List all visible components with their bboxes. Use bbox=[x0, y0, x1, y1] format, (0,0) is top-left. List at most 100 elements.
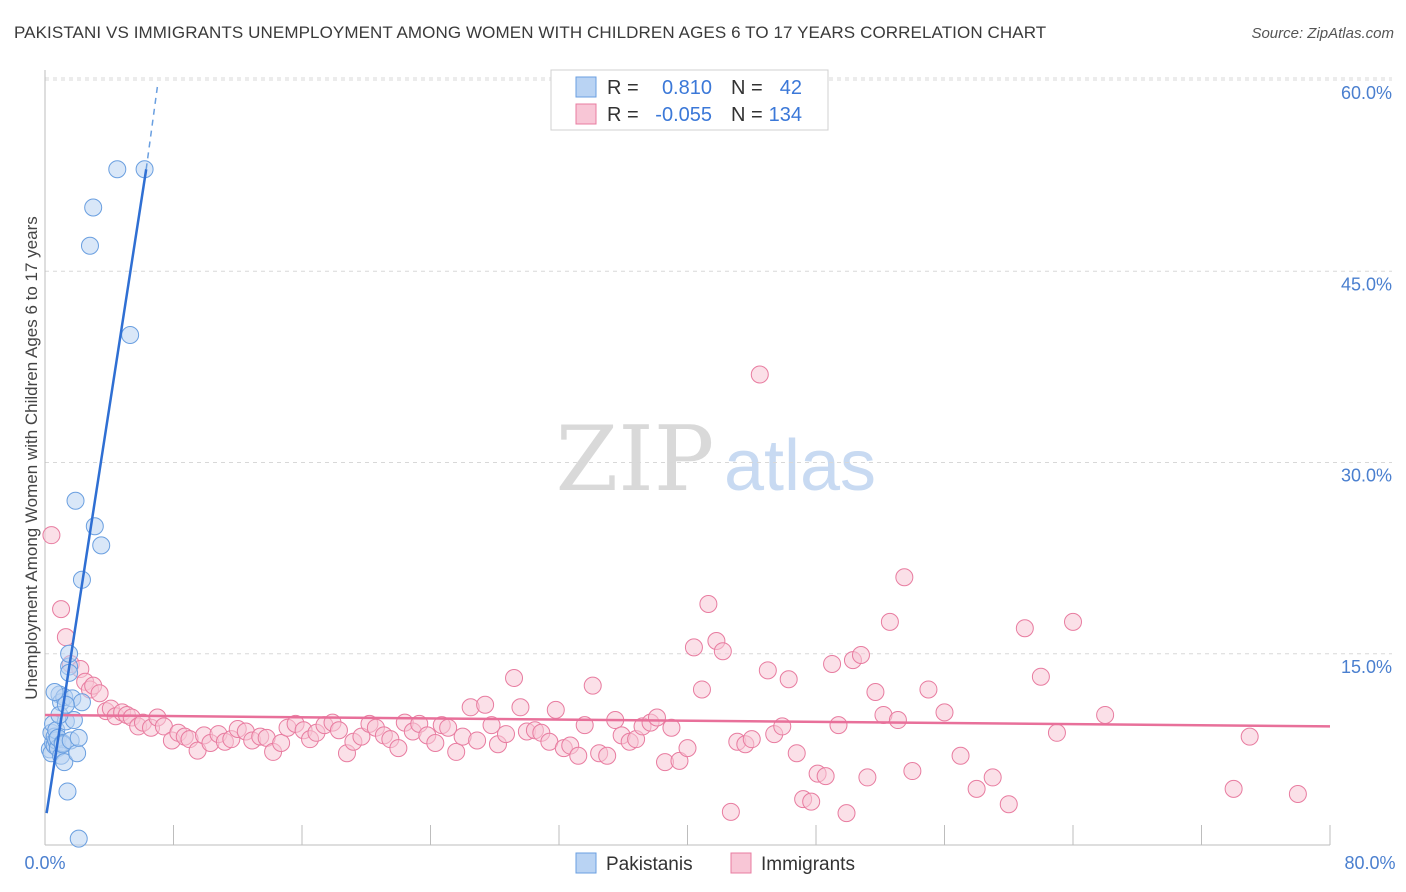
pakistanis-point bbox=[69, 728, 88, 747]
immigrants-point bbox=[272, 734, 291, 752]
x-tick-label-min: 0.0% bbox=[24, 853, 65, 873]
immigrants-point bbox=[569, 746, 588, 765]
immigrants-point bbox=[389, 739, 408, 758]
immigrants-point bbox=[598, 746, 617, 765]
immigrants-point bbox=[678, 739, 697, 758]
pakistanis-point bbox=[80, 236, 99, 255]
immigrants-point bbox=[858, 768, 877, 787]
y-tick-label: 45.0% bbox=[1341, 274, 1392, 294]
immigrants-point bbox=[699, 595, 718, 614]
bottom-legend-swatch-pakistanis bbox=[575, 852, 597, 874]
immigrants-point bbox=[935, 703, 954, 722]
immigrants-point bbox=[684, 638, 703, 657]
immigrants-point bbox=[1240, 727, 1259, 746]
pakistanis-points bbox=[40, 160, 154, 848]
pakistanis-point bbox=[72, 693, 91, 712]
legend-r-label-2: R = bbox=[607, 104, 639, 126]
watermark-zip: ZIP bbox=[556, 407, 715, 512]
immigrants-point bbox=[903, 762, 922, 781]
immigrants-point bbox=[837, 804, 856, 823]
immigrants-point bbox=[829, 716, 848, 735]
bottom-legend-label-pakistanis: Pakistanis bbox=[606, 854, 693, 875]
immigrants-point bbox=[866, 683, 885, 701]
immigrants-point bbox=[750, 365, 769, 384]
chart-source: Source: ZipAtlas.com bbox=[1251, 25, 1394, 42]
immigrants-point bbox=[476, 695, 495, 714]
immigrants-point bbox=[713, 642, 732, 661]
immigrants-point bbox=[787, 744, 806, 763]
immigrants-point bbox=[1096, 705, 1115, 724]
immigrants-point bbox=[583, 676, 602, 695]
legend-n-label-2: N = bbox=[731, 104, 763, 126]
immigrants-point bbox=[1064, 612, 1082, 631]
immigrants-point bbox=[1288, 785, 1307, 803]
legend-swatch-pakistanis bbox=[575, 76, 597, 98]
immigrants-point bbox=[546, 700, 565, 719]
immigrants-trend-line bbox=[44, 713, 1331, 728]
legend-r-value-pakistanis: 0.810 bbox=[662, 77, 712, 99]
immigrants-point bbox=[951, 746, 970, 765]
pakistanis-point bbox=[55, 753, 74, 772]
legend-r-label-1: R = bbox=[607, 77, 639, 99]
pakistanis-trend-line bbox=[45, 169, 148, 814]
immigrants-point bbox=[647, 708, 666, 727]
immigrants-point bbox=[919, 680, 938, 699]
legend-swatch-immigrants bbox=[575, 103, 597, 125]
immigrants-point bbox=[888, 711, 907, 730]
immigrants-point bbox=[692, 680, 711, 699]
correlation-legend: R = 0.810 N = 42 R = -0.055 N = 134 bbox=[550, 69, 829, 131]
immigrants-point bbox=[823, 654, 842, 673]
legend-n-value-immigrants: 134 bbox=[769, 104, 802, 126]
immigrants-point bbox=[1047, 723, 1066, 742]
immigrants-point bbox=[439, 718, 458, 737]
y-tick-label: 30.0% bbox=[1341, 466, 1392, 486]
pakistanis-point bbox=[68, 744, 87, 763]
legend-n-value-pakistanis: 42 bbox=[780, 77, 802, 99]
immigrants-point bbox=[721, 802, 740, 821]
immigrants-point bbox=[895, 568, 914, 587]
immigrants-point bbox=[999, 795, 1018, 814]
immigrants-point bbox=[779, 670, 798, 689]
pakistanis-point bbox=[92, 536, 111, 555]
y-axis-tick-labels: 15.0% 30.0% 45.0% 60.0% bbox=[1341, 83, 1392, 677]
immigrants-point bbox=[482, 716, 501, 735]
y-tick-label: 15.0% bbox=[1341, 657, 1392, 677]
chart-title: PAKISTANI VS IMMIGRANTS UNEMPLOYMENT AMO… bbox=[14, 23, 1046, 42]
immigrants-point bbox=[742, 730, 761, 749]
gridlines bbox=[45, 77, 1392, 655]
immigrants-point bbox=[505, 668, 524, 687]
immigrants-point bbox=[352, 727, 371, 746]
immigrants-point bbox=[52, 600, 71, 619]
immigrants-point bbox=[983, 768, 1002, 787]
legend-box bbox=[550, 69, 829, 131]
immigrants-point bbox=[816, 767, 835, 786]
pakistanis-point bbox=[66, 491, 85, 510]
immigrants-point bbox=[670, 751, 689, 770]
immigrants-point bbox=[496, 725, 515, 744]
pakistanis-point bbox=[108, 160, 127, 179]
immigrants-point bbox=[426, 734, 445, 752]
y-tick-label: 60.0% bbox=[1341, 83, 1392, 103]
immigrants-point bbox=[802, 792, 821, 811]
immigrants-point bbox=[851, 646, 870, 665]
pakistanis-point bbox=[45, 683, 64, 701]
immigrants-point bbox=[511, 698, 530, 717]
x-axis-ticks bbox=[44, 825, 1331, 845]
legend-r-value-immigrants: -0.055 bbox=[655, 104, 712, 126]
y-axis-title: Unemployment Among Women with Children A… bbox=[22, 216, 41, 700]
immigrants-point bbox=[90, 684, 109, 703]
immigrants-point bbox=[662, 718, 681, 737]
immigrants-point bbox=[1224, 779, 1243, 798]
bottom-legend-swatch-immigrants bbox=[730, 852, 752, 874]
watermark-atlas: atlas bbox=[724, 426, 876, 506]
watermark: ZIP atlas bbox=[556, 407, 876, 512]
pakistanis-point bbox=[69, 829, 88, 848]
immigrants-point bbox=[447, 742, 466, 761]
pakistanis-trend-extension bbox=[145, 86, 159, 170]
pakistanis-point bbox=[84, 198, 103, 217]
bottom-legend-label-immigrants: Immigrants bbox=[761, 854, 855, 875]
immigrants-point bbox=[880, 612, 899, 631]
immigrants-point bbox=[468, 731, 487, 750]
pakistanis-point bbox=[58, 782, 77, 801]
